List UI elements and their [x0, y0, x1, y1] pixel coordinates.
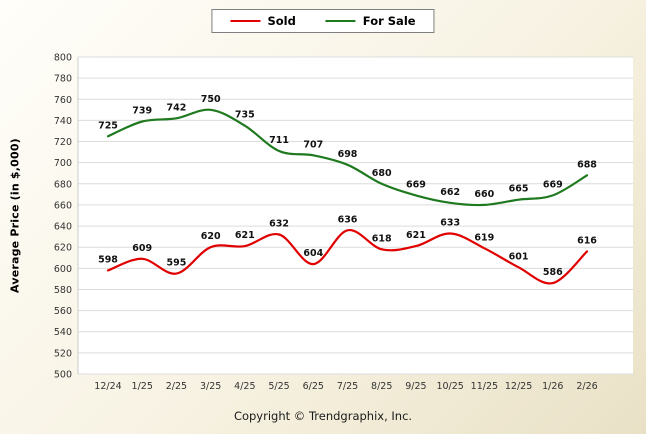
data-label-for-sale: 739 [132, 105, 152, 116]
y-tick-label: 600 [54, 264, 72, 275]
y-tick-label: 680 [54, 179, 72, 190]
series-line-for-sale [106, 108, 589, 207]
data-label-for-sale: 665 [509, 184, 529, 195]
data-label-for-sale: 735 [235, 110, 255, 121]
x-tick-label: 9/25 [405, 381, 426, 392]
data-label-sold: 595 [167, 258, 187, 269]
data-label-sold: 586 [543, 267, 563, 278]
x-tick-label: 7/25 [337, 381, 358, 392]
y-tick-label: 780 [54, 74, 72, 85]
x-tick-label: 10/25 [436, 381, 463, 392]
x-tick-label: 12/25 [505, 381, 532, 392]
data-label-sold: 619 [474, 232, 494, 243]
data-label-sold: 604 [303, 248, 323, 259]
y-tick-label: 720 [54, 137, 72, 148]
x-tick-label: 1/26 [542, 381, 563, 392]
data-label-sold: 598 [98, 254, 118, 265]
data-label-for-sale: 750 [201, 94, 221, 105]
x-tick-label: 3/25 [200, 381, 221, 392]
data-label-sold: 609 [132, 243, 152, 254]
x-tick-label: 6/25 [303, 381, 324, 392]
data-label-sold: 620 [201, 231, 221, 242]
copyright: Copyright © Trendgraphix, Inc. [233, 409, 413, 423]
legend-label-sold: Sold [267, 14, 296, 28]
y-tick-label: 760 [54, 95, 72, 106]
data-label-for-sale: 688 [577, 159, 597, 170]
y-tick-label: 500 [54, 370, 72, 381]
data-label-for-sale: 725 [98, 120, 118, 131]
data-label-sold: 636 [338, 214, 358, 225]
data-label-for-sale: 698 [338, 149, 358, 160]
x-tick-label: 11/25 [471, 381, 498, 392]
sold-line-swatch [230, 20, 261, 22]
legend-item-for-sale: For Sale [325, 14, 416, 28]
data-label-sold: 633 [440, 217, 460, 228]
data-label-sold: 616 [577, 235, 597, 246]
data-label-for-sale: 669 [406, 179, 426, 190]
data-label-for-sale: 742 [167, 102, 187, 113]
y-tick-label: 560 [54, 306, 72, 317]
data-label-for-sale: 680 [372, 168, 392, 179]
data-label-sold: 621 [235, 230, 255, 241]
legend: Sold For Sale [211, 9, 435, 33]
data-label-sold: 632 [269, 219, 289, 230]
data-label-sold: 601 [509, 251, 529, 262]
data-label-for-sale: 669 [543, 179, 563, 190]
legend-item-sold: Sold [230, 14, 296, 28]
x-tick-label: 8/25 [371, 381, 392, 392]
x-tick-label: 5/25 [268, 381, 289, 392]
y-tick-label: 620 [54, 243, 72, 254]
y-tick-label: 700 [54, 158, 72, 169]
x-tick-label: 4/25 [234, 381, 255, 392]
y-tick-label: 660 [54, 200, 72, 211]
plot-area [78, 57, 633, 374]
data-label-for-sale: 662 [440, 187, 460, 198]
y-tick-label: 520 [54, 348, 72, 359]
y-tick-label: 580 [54, 285, 72, 296]
data-label-sold: 618 [372, 233, 392, 244]
data-label-for-sale: 660 [474, 189, 494, 200]
x-tick-label: 1/25 [132, 381, 153, 392]
x-tick-label: 12/24 [94, 381, 121, 392]
for-sale-line-swatch [325, 20, 356, 22]
data-label-sold: 621 [406, 230, 426, 241]
y-tick-label: 640 [54, 222, 72, 233]
y-tick-label: 800 [54, 53, 72, 64]
series-line-sold [106, 229, 589, 285]
data-label-for-sale: 707 [303, 139, 323, 150]
legend-label-for-sale: For Sale [362, 14, 416, 28]
data-label-for-sale: 711 [269, 135, 289, 146]
y-tick-label: 740 [54, 116, 72, 127]
x-tick-label: 2/26 [576, 381, 597, 392]
y-tick-label: 540 [54, 327, 72, 338]
x-tick-label: 2/25 [166, 381, 187, 392]
